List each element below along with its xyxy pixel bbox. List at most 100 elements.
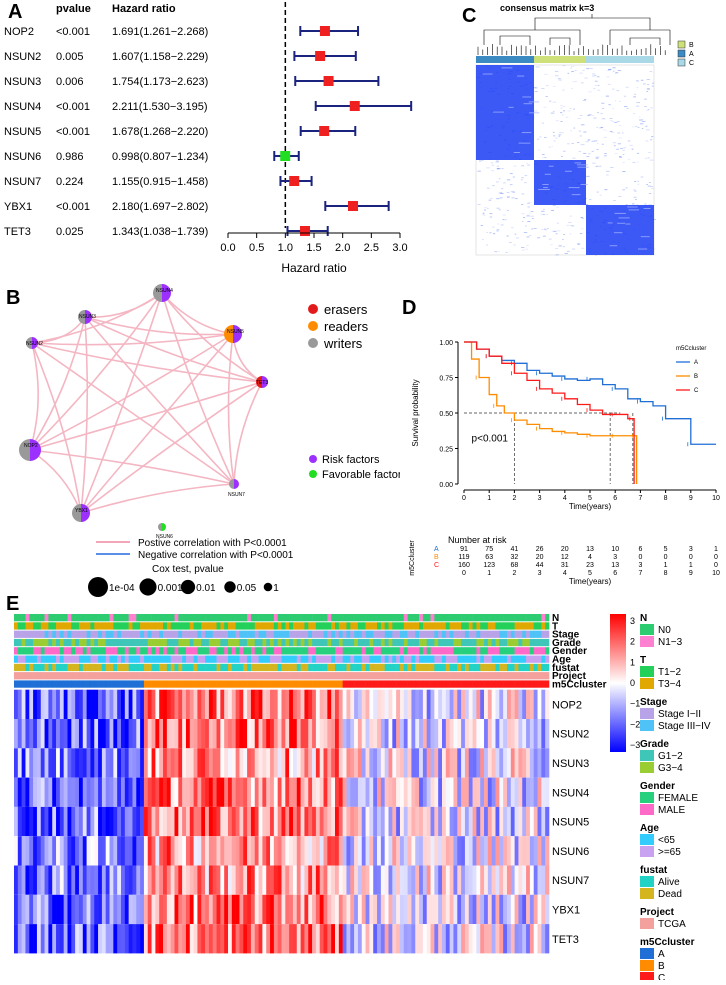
heatmap-cell — [254, 924, 259, 954]
annotation-cell — [407, 647, 412, 655]
matrix-speckle — [481, 160, 484, 161]
risk-count: 32 — [511, 554, 519, 561]
annotation-cell — [208, 655, 214, 663]
legend-swatch — [640, 636, 654, 647]
annotation-cell — [36, 630, 42, 638]
block-texture — [571, 194, 581, 196]
heatmap-cell — [14, 836, 19, 866]
block-texture — [518, 142, 531, 144]
annotation-cell — [487, 630, 492, 638]
annotation-cell — [292, 663, 298, 672]
heatmap-cell — [357, 894, 363, 925]
heatmap-cell — [14, 894, 19, 925]
heatmap-cell — [33, 865, 38, 895]
heatmap-cell — [247, 806, 252, 837]
annotation-cell — [380, 614, 385, 622]
heatmap-cell — [457, 924, 462, 954]
heatmap-cell — [48, 689, 53, 719]
annotation-cell — [392, 647, 397, 655]
matrix-speckle — [550, 244, 553, 246]
heatmap-cell — [105, 689, 110, 719]
heatmap-cell — [357, 836, 363, 866]
matrix-speckle — [604, 136, 607, 138]
heatmap-cell — [33, 719, 38, 749]
annotation-cell — [296, 655, 301, 663]
heatmap-cell — [354, 924, 359, 954]
matrix-speckle — [577, 142, 580, 143]
annotation-cell — [266, 638, 271, 647]
matrix-speckle — [482, 213, 485, 215]
heatmap-cell — [258, 748, 263, 778]
annotation-cell — [201, 630, 206, 638]
heatmap-cell — [529, 748, 535, 778]
heatmap-cell — [296, 689, 301, 719]
annotation-cell — [506, 672, 512, 680]
heatmap-cell — [40, 865, 45, 895]
annotation-cell — [231, 672, 236, 680]
heatmap-cell — [422, 777, 428, 807]
matrix-speckle — [524, 175, 528, 177]
annotation-cell — [422, 638, 428, 647]
matrix-speckle — [619, 100, 621, 102]
annotation-cell — [503, 680, 508, 688]
annotation-cell — [205, 663, 210, 672]
annotation-cell — [197, 630, 202, 638]
matrix-speckle — [506, 179, 511, 181]
annotation-cell — [327, 614, 332, 622]
heatmap-cell — [449, 748, 454, 778]
heatmap-cell — [185, 689, 191, 719]
network-edge — [31, 342, 82, 514]
hr-label: 1.691(1.261−2.268) — [112, 26, 208, 38]
annotation-cell — [281, 614, 286, 622]
network-edge — [29, 449, 235, 485]
annotation-cell — [132, 638, 137, 647]
annotation-cell — [117, 638, 122, 647]
heatmap-cell — [189, 777, 194, 807]
heatmap-cell — [101, 836, 107, 866]
matrix-speckle — [607, 83, 611, 85]
annotation-cell — [449, 680, 454, 688]
annotation-cell — [415, 647, 420, 655]
heatmap-cell — [396, 719, 401, 749]
heatmap-cell — [147, 777, 152, 807]
annotation-cell — [449, 663, 454, 672]
annotation-cell — [327, 680, 332, 688]
matrix-speckle — [613, 199, 616, 201]
annotation-cell — [166, 622, 171, 630]
annotation-cell — [484, 638, 489, 647]
matrix-speckle — [588, 91, 592, 93]
annotation-cell — [201, 614, 206, 622]
heatmap-cell — [503, 689, 508, 719]
annotation-cell — [124, 630, 129, 638]
heatmap-cell — [541, 924, 546, 954]
annotation-cell — [94, 638, 99, 647]
annotation-cell — [228, 638, 233, 647]
matrix-speckle — [581, 217, 585, 219]
matrix-speckle — [622, 153, 625, 155]
heatmap-cell — [52, 924, 57, 954]
matrix-speckle — [560, 132, 564, 134]
heatmap-cell — [357, 719, 363, 749]
block-texture — [628, 209, 640, 211]
heatmap-cell — [545, 865, 550, 895]
heatmap-cell — [292, 865, 298, 895]
annotation-cell — [151, 663, 156, 672]
heatmap-cell — [143, 894, 149, 925]
annotation-cell — [235, 655, 240, 663]
legend-group-title: Grade — [640, 739, 669, 750]
matrix-speckle — [531, 218, 534, 219]
annotation-cell — [319, 680, 324, 688]
annotation-cell — [438, 614, 443, 622]
heatmap-cell — [384, 924, 389, 954]
heatmap-cell — [48, 894, 53, 925]
heatmap-cell — [346, 719, 351, 749]
annotation-cell — [270, 630, 275, 638]
heatmap-cell — [78, 894, 84, 925]
heatmap-cell — [155, 836, 160, 866]
heatmap-cell — [170, 836, 175, 866]
annotation-cell — [315, 614, 321, 622]
heatmap-cell — [518, 836, 523, 866]
annotation-cell — [545, 630, 550, 638]
heatmap-cell — [52, 748, 57, 778]
annotation-cell — [243, 663, 248, 672]
